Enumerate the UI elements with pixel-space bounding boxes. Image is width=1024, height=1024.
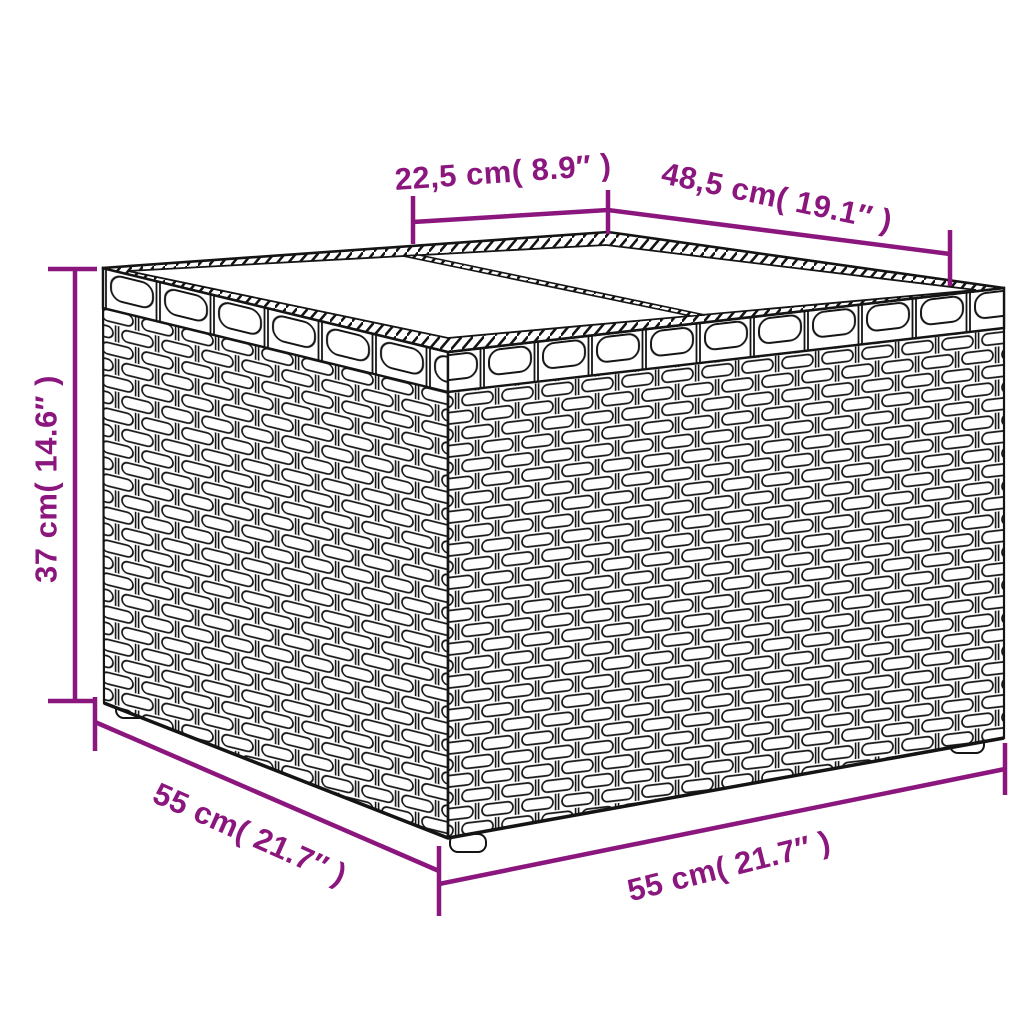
- dimension-line-width: [438, 766, 1006, 887]
- table-illustration: [101, 230, 1006, 853]
- dimension-line-depth: [94, 719, 440, 874]
- glass-divider-strip: [402, 254, 706, 317]
- label-height: 37 cm( 14.6″ ): [29, 375, 64, 583]
- dimension-lines: [48, 190, 1008, 916]
- glass-top: [127, 244, 977, 339]
- label-top-panel-large: 48,5 cm( 19.1″ ): [659, 155, 896, 238]
- label-width: 55 cm( 21.7″ ): [624, 824, 834, 908]
- label-depth: 55 cm( 21.7″ ): [148, 776, 352, 893]
- label-top-panel-small: 22,5 cm( 8.9″ ): [394, 147, 613, 197]
